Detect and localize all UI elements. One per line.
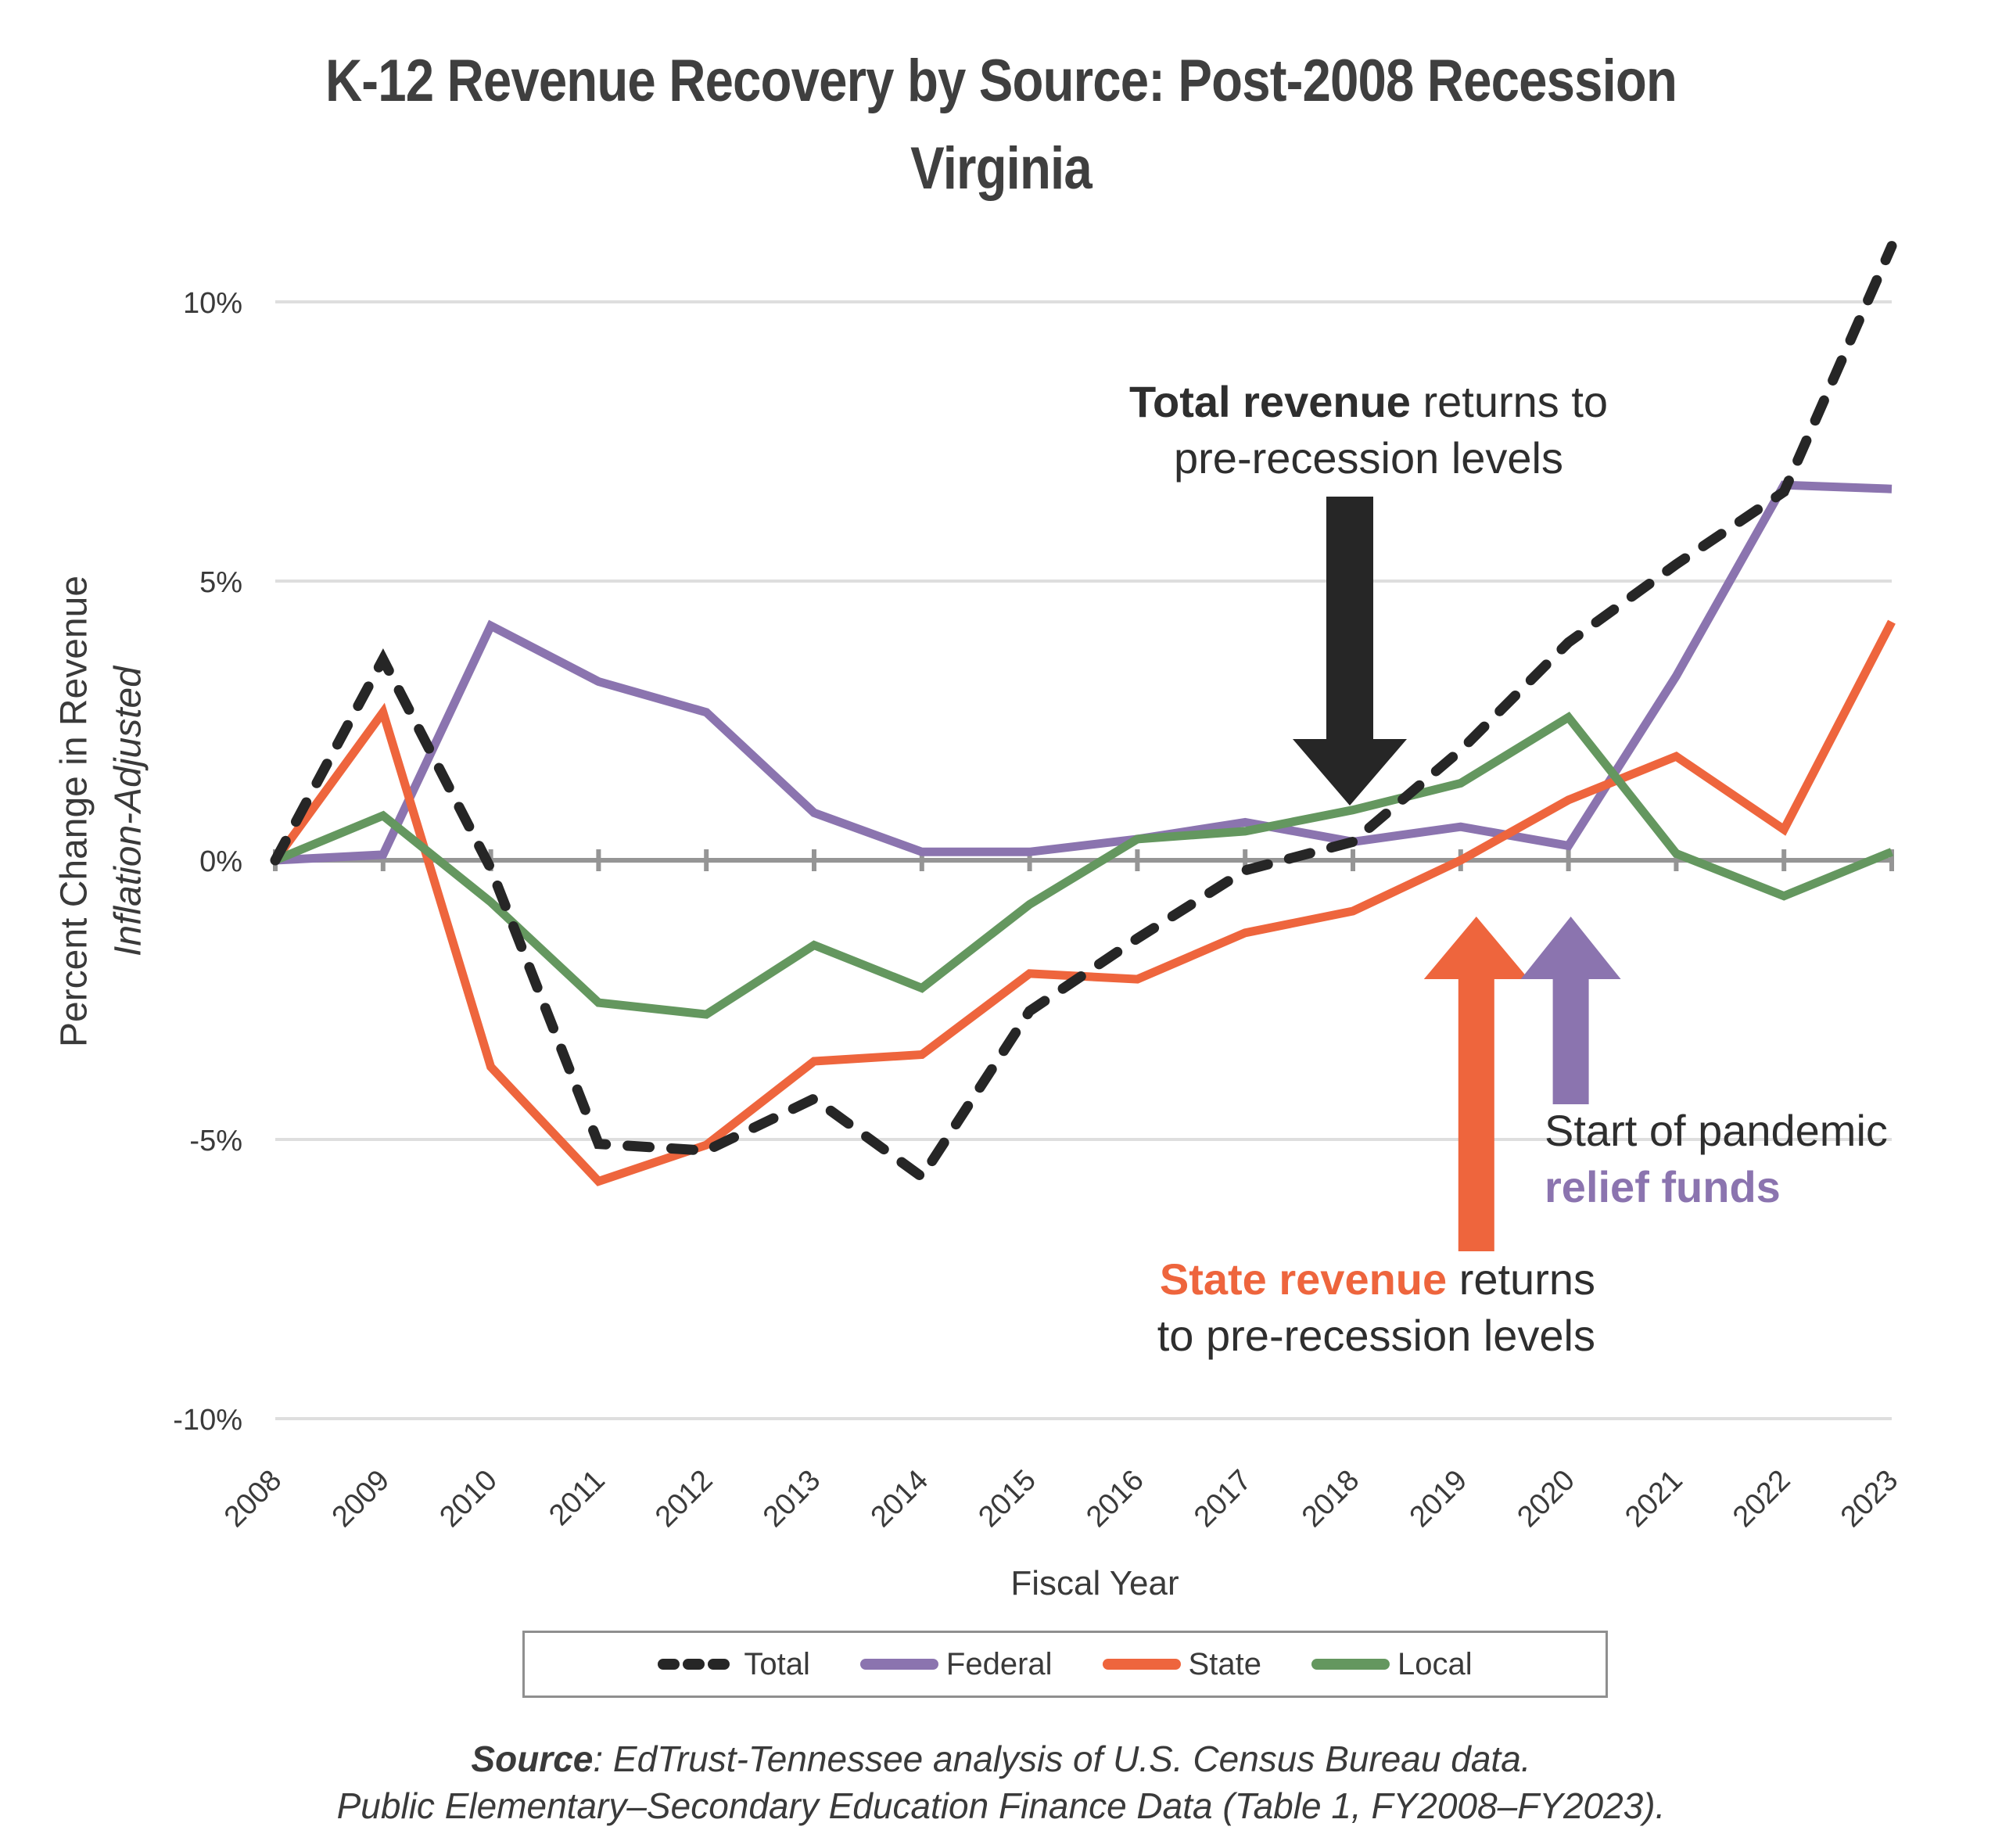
x-tick-label: 2010 <box>433 1464 503 1534</box>
arrow-up-icon <box>1520 917 1621 1104</box>
annotation-state-line2: to pre-recession levels <box>1157 1311 1595 1360</box>
annotation-pandemic-line1: Start of pandemic <box>1545 1106 1888 1155</box>
y-tick-label: -5% <box>189 1125 242 1157</box>
annotation-total-revenue: Total revenue returns to pre-recession l… <box>1064 374 1674 486</box>
y-tick-label: 5% <box>199 566 242 599</box>
source-line-2: Public Elementary–Secondary Education Fi… <box>336 1785 1666 1826</box>
arrow-up-icon <box>1423 917 1529 1251</box>
x-tick-label: 2012 <box>649 1464 719 1534</box>
y-tick-label: -10% <box>173 1404 242 1437</box>
series-line-federal <box>274 480 1893 865</box>
x-tick-label: 2023 <box>1835 1464 1904 1534</box>
source-text-1: : EdTrust-Tennessee analysis of U.S. Cen… <box>593 1739 1531 1779</box>
legend-swatch-total <box>658 1659 737 1670</box>
chart-title: K-12 Revenue Recovery by Source: Post-20… <box>325 48 1677 114</box>
x-tick-label: 2016 <box>1080 1464 1150 1534</box>
legend-item-federal[interactable]: Federal <box>859 1646 1053 1682</box>
series-line-total <box>270 241 1897 1185</box>
annotation-state-bold: State revenue <box>1159 1254 1448 1304</box>
annotation-total-line2: pre-recession levels <box>1174 433 1563 483</box>
x-tick-label: 2017 <box>1188 1464 1258 1534</box>
x-tick-label: 2011 <box>543 1464 611 1532</box>
y-tick-label: 0% <box>199 845 242 878</box>
x-axis-title: Fiscal Year <box>1010 1564 1179 1602</box>
annotation-state-rest: returns <box>1447 1254 1595 1304</box>
x-tick-label: 2014 <box>865 1464 935 1534</box>
x-tick-label: 2020 <box>1511 1464 1580 1534</box>
source-line-1: Source: EdTrust-Tennessee analysis of U.… <box>0 1738 2002 1780</box>
annotation-arrows <box>1293 497 1621 1251</box>
legend-item-local[interactable]: Local <box>1311 1647 1473 1682</box>
annotation-state-revenue: State revenue returns to pre-recession l… <box>1032 1251 1595 1364</box>
x-tick-label: 2009 <box>326 1464 396 1534</box>
series-line-state <box>271 619 1896 1186</box>
arrow-down-icon <box>1293 497 1407 806</box>
legend-item-state[interactable]: State <box>1102 1646 1261 1682</box>
annotation-pandemic-bold: relief funds <box>1545 1162 1781 1211</box>
annotation-total-bold: Total revenue <box>1128 377 1411 426</box>
legend-label-state: State <box>1188 1646 1261 1681</box>
x-tick-label: 2008 <box>218 1464 288 1534</box>
legend-label-local: Local <box>1397 1646 1473 1681</box>
legend-swatch-federal <box>859 1659 938 1670</box>
series-lines <box>270 241 1897 1186</box>
x-tick-label: 2013 <box>757 1464 827 1534</box>
legend-label-total: Total <box>744 1646 810 1681</box>
x-tick-label: 2022 <box>1727 1464 1796 1534</box>
gridlines <box>275 300 1892 1420</box>
legend: Total Federal State Local <box>522 1631 1608 1698</box>
x-tick-label: 2021 <box>1619 1464 1688 1534</box>
legend-item-total[interactable]: Total <box>658 1647 810 1682</box>
legend-label-federal: Federal <box>945 1646 1053 1681</box>
y-axis-ticks: 10% 5% 0% -5% -10% <box>173 287 242 1437</box>
legend-swatch-local <box>1311 1659 1390 1670</box>
chart-subtitle: Virginia <box>910 135 1092 202</box>
series-line-local <box>273 711 1894 1019</box>
y-tick-label: 10% <box>183 287 242 320</box>
x-tick-label: 2018 <box>1296 1464 1365 1534</box>
source-label: Source <box>471 1739 594 1779</box>
annotation-total-rest: returns to <box>1410 377 1609 426</box>
x-tick-label: 2019 <box>1404 1464 1473 1534</box>
x-tick-label: 2015 <box>972 1464 1042 1534</box>
annotation-pandemic-relief: Start of pandemic relief funds <box>1545 1103 1982 1215</box>
legend-swatch-state <box>1102 1659 1181 1670</box>
